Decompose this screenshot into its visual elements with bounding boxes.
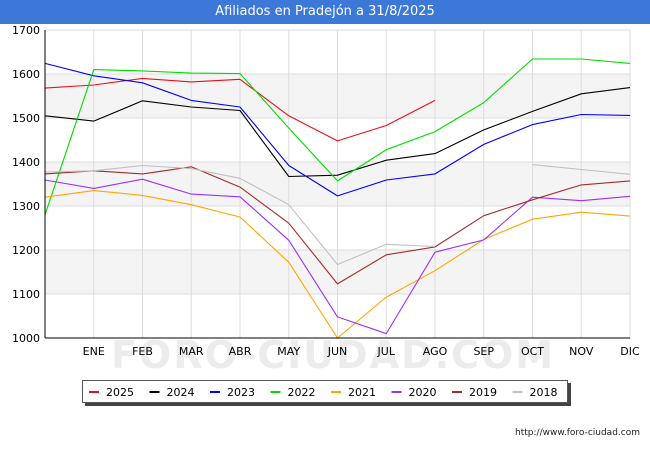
legend-label-2019: 2019 bbox=[469, 386, 497, 399]
legend: 2025 2024 2023 2022 2021 2020 2019 2018 bbox=[82, 380, 568, 403]
source-url: http://www.foro-ciudad.com bbox=[515, 428, 640, 438]
x-tick-label: OCT bbox=[521, 345, 544, 358]
series-line-2019 bbox=[44, 166, 631, 285]
y-tick-label: 1400 bbox=[12, 156, 40, 169]
series-line-2020 bbox=[44, 178, 631, 335]
x-tick-label: AGO bbox=[423, 345, 448, 358]
series-line-2022 bbox=[44, 58, 631, 215]
y-tick-label: 1200 bbox=[12, 244, 40, 257]
x-tick-label: ENE bbox=[83, 345, 105, 358]
x-tick-label: FEB bbox=[132, 345, 153, 358]
legend-label-2023: 2023 bbox=[227, 386, 255, 399]
y-tick-labels: 1000 1100 1200 1300 1400 1500 1600 1700 bbox=[12, 24, 40, 345]
line-chart: FORO-CIUDAD.COM 1000 1100 1200 1300 1400 1500… bbox=[12, 24, 640, 377]
y-tick-label: 1500 bbox=[12, 112, 40, 125]
series-line-2024 bbox=[44, 87, 631, 178]
x-tick-label: DIC bbox=[620, 345, 640, 358]
legend-label-2018: 2018 bbox=[530, 386, 558, 399]
x-tick-label: JUN bbox=[327, 345, 348, 358]
watermark: FORO-CIUDAD.COM bbox=[111, 333, 555, 377]
x-tick-label: JUL bbox=[377, 345, 396, 358]
y-tick-label: 1300 bbox=[12, 200, 40, 213]
series-lines bbox=[44, 58, 631, 339]
legend-label-2025: 2025 bbox=[106, 386, 134, 399]
y-tick-label: 1600 bbox=[12, 68, 40, 81]
x-tick-label: NOV bbox=[569, 345, 594, 358]
series-line-2025 bbox=[44, 77, 436, 142]
axes bbox=[44, 30, 630, 339]
chart-title: Afiliados en Pradejón a 31/8/2025 bbox=[215, 4, 435, 19]
series-line-2018 bbox=[44, 164, 631, 266]
y-tick-label: 1000 bbox=[12, 332, 40, 345]
x-tick-label: MAR bbox=[179, 345, 204, 358]
x-tick-label: SEP bbox=[473, 345, 494, 358]
legend-label-2020: 2020 bbox=[409, 386, 437, 399]
legend-label-2021: 2021 bbox=[348, 386, 376, 399]
series-line-2023 bbox=[44, 62, 631, 197]
legend-label-2022: 2022 bbox=[288, 386, 316, 399]
x-tick-label: ABR bbox=[229, 345, 252, 358]
x-tick-label: MAY bbox=[277, 345, 300, 358]
y-tick-label: 1700 bbox=[12, 24, 40, 37]
y-tick-label: 1100 bbox=[12, 288, 40, 301]
title-bar bbox=[0, 0, 650, 24]
legend-label-2024: 2024 bbox=[167, 386, 195, 399]
x-tick-labels: ENE FEB MAR ABR MAY JUN JUL AGO SEP OCT NOV DIC bbox=[83, 345, 640, 358]
